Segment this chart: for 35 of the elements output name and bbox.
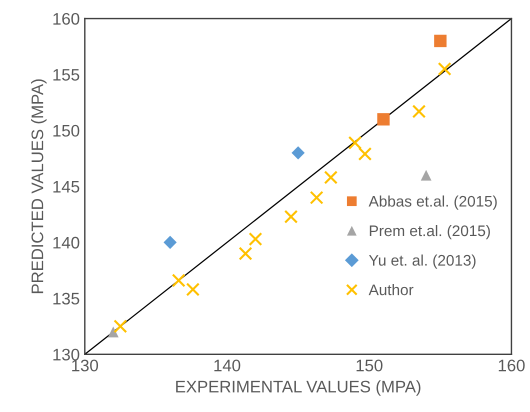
point bbox=[348, 136, 362, 150]
y-tick-label: 145 bbox=[53, 181, 80, 193]
point bbox=[310, 190, 324, 204]
y-tick-label: 155 bbox=[53, 69, 80, 81]
point bbox=[358, 147, 372, 161]
y-tick-label: 135 bbox=[53, 292, 80, 305]
point bbox=[412, 104, 426, 118]
point bbox=[324, 170, 338, 184]
point bbox=[284, 210, 298, 224]
y-tick-label: 150 bbox=[53, 124, 80, 137]
point bbox=[164, 236, 177, 249]
point bbox=[438, 62, 452, 76]
x-tick-label: 160 bbox=[498, 360, 525, 372]
legend-label: Yu et. al. (2013) bbox=[368, 254, 476, 269]
x-tick-label: 140 bbox=[214, 360, 240, 372]
point bbox=[292, 146, 305, 160]
legend-label: Abbas et.al. (2015) bbox=[368, 195, 497, 210]
point bbox=[377, 113, 390, 126]
x-tick-label: 150 bbox=[356, 360, 382, 372]
point bbox=[114, 319, 128, 334]
y-tick-label: 160 bbox=[53, 12, 80, 25]
point bbox=[172, 274, 186, 288]
x-axis-title: EXPERIMENTAL VALUES (MPA) bbox=[176, 380, 420, 396]
y-tick-label: 140 bbox=[53, 236, 80, 249]
point bbox=[238, 246, 252, 260]
x-tick-label: 130 bbox=[72, 360, 98, 372]
y-tick-label: 130 bbox=[53, 348, 80, 361]
point bbox=[186, 282, 200, 296]
point bbox=[248, 232, 262, 246]
point bbox=[108, 326, 119, 338]
legend-label: Prem et.al. (2015) bbox=[370, 224, 490, 240]
legend-label: Author bbox=[368, 284, 414, 296]
y-axis-title: PREDICTED VALUES (MPA) bbox=[31, 79, 47, 294]
point bbox=[434, 34, 447, 48]
point bbox=[420, 170, 432, 181]
